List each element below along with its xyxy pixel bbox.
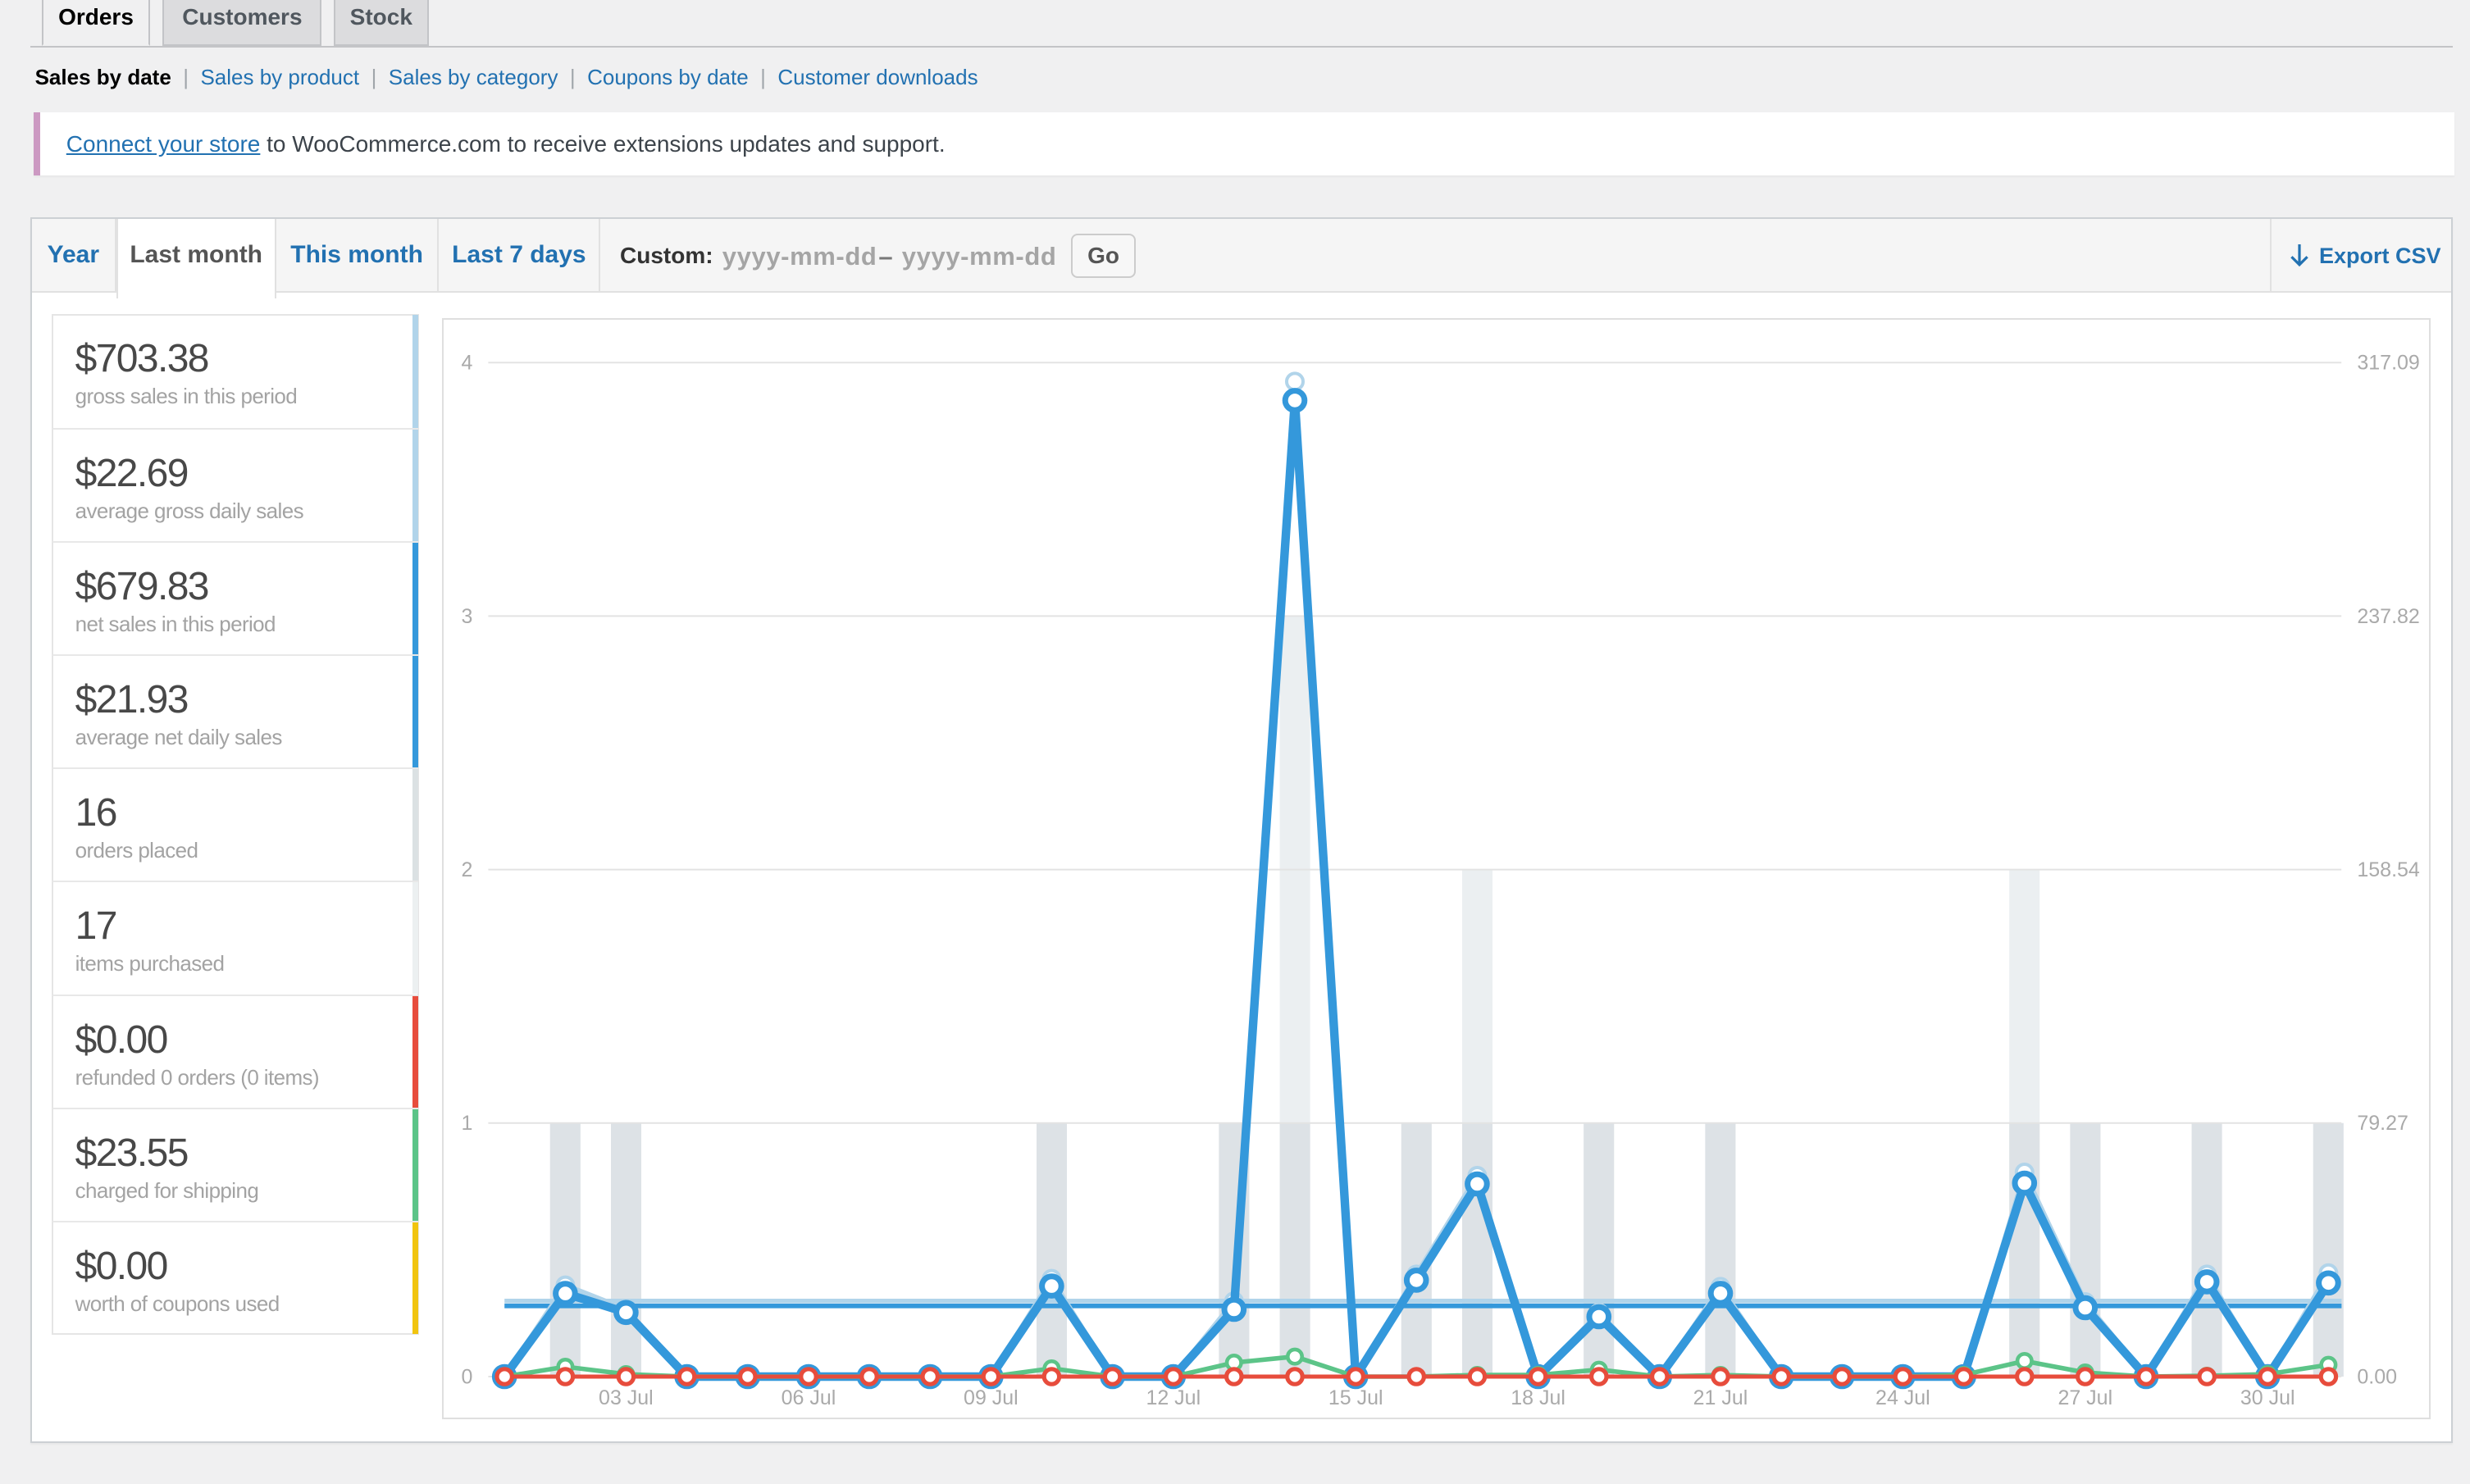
svg-text:30 Jul: 30 Jul — [2240, 1386, 2295, 1409]
svg-text:2: 2 — [461, 858, 472, 881]
svg-text:1: 1 — [461, 1112, 472, 1135]
svg-text:79.27: 79.27 — [2357, 1112, 2408, 1135]
svg-text:24 Jul: 24 Jul — [1875, 1386, 1930, 1409]
svg-text:237.82: 237.82 — [2357, 605, 2419, 628]
svg-text:27 Jul: 27 Jul — [2058, 1386, 2112, 1409]
svg-text:03 Jul: 03 Jul — [599, 1386, 654, 1409]
svg-text:0.00: 0.00 — [2357, 1365, 2397, 1388]
svg-text:0: 0 — [461, 1365, 472, 1388]
svg-text:09 Jul: 09 Jul — [964, 1386, 1019, 1409]
svg-text:18 Jul: 18 Jul — [1511, 1386, 1565, 1409]
svg-text:317.09: 317.09 — [2357, 352, 2419, 375]
svg-text:06 Jul: 06 Jul — [781, 1386, 836, 1409]
svg-text:4: 4 — [461, 352, 472, 375]
svg-text:15 Jul: 15 Jul — [1328, 1386, 1383, 1409]
svg-text:12 Jul: 12 Jul — [1146, 1386, 1201, 1409]
svg-text:3: 3 — [461, 605, 472, 628]
svg-text:158.54: 158.54 — [2357, 858, 2420, 881]
svg-text:21 Jul: 21 Jul — [1693, 1386, 1748, 1409]
